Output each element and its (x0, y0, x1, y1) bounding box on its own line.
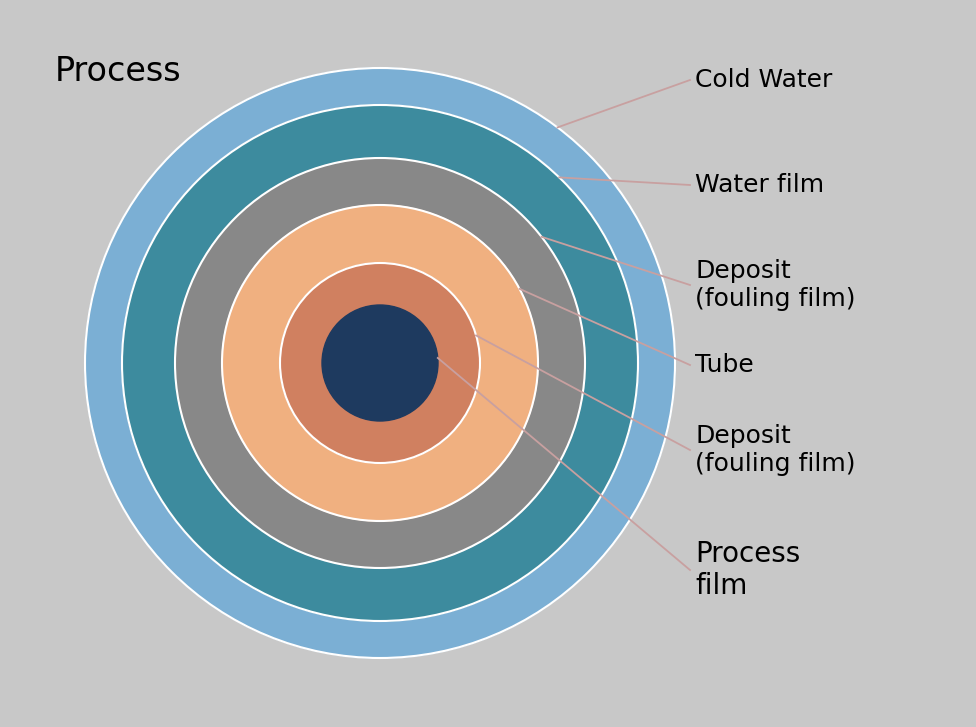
Text: Process: Process (55, 55, 182, 88)
Circle shape (322, 305, 438, 421)
Text: Process
film: Process film (695, 540, 800, 601)
Circle shape (85, 68, 675, 658)
Circle shape (222, 205, 538, 521)
Circle shape (280, 263, 480, 463)
Text: Water film: Water film (695, 173, 824, 197)
Text: Cold Water: Cold Water (695, 68, 833, 92)
Text: Deposit
(fouling film): Deposit (fouling film) (695, 424, 856, 476)
Text: Deposit
(fouling film): Deposit (fouling film) (695, 259, 856, 311)
Circle shape (175, 158, 585, 568)
Circle shape (122, 105, 638, 621)
Text: Tube: Tube (695, 353, 753, 377)
